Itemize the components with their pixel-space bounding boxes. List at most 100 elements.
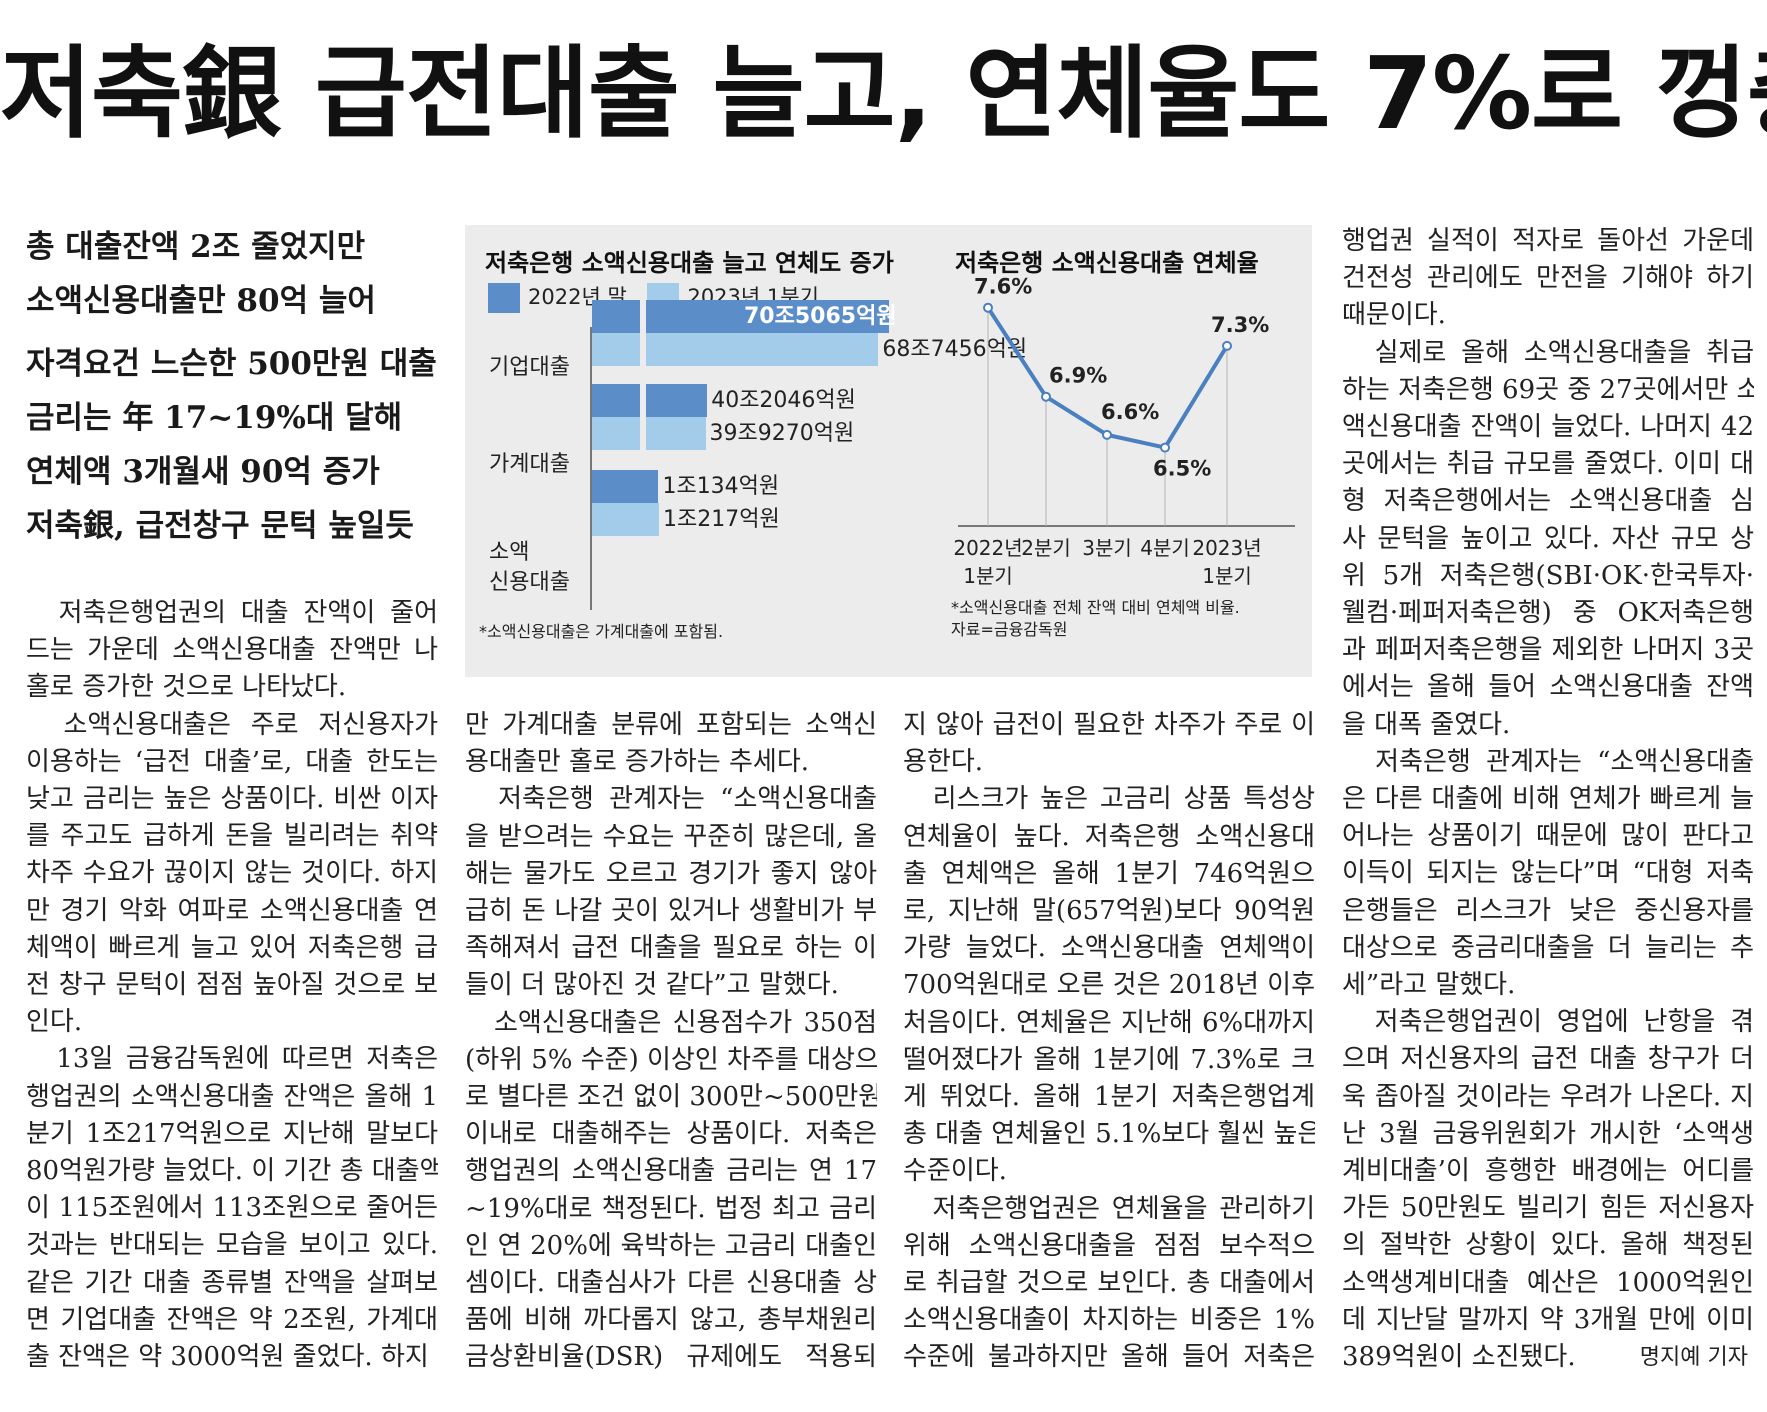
article-line: 연체율이 높다. 저축은행 소액신용대	[903, 821, 1315, 852]
bar-2-0	[592, 470, 659, 503]
category-label-household: 가계대출	[489, 452, 570, 477]
line-chart-source: 자료=금융감독원	[951, 620, 1068, 639]
article-line: 은 다른 대출에 비해 연체가 빠르게 늘	[1342, 784, 1754, 815]
article-line: 가량 늘었다. 소액신용대출 연체액이	[903, 933, 1315, 964]
scale-break	[640, 381, 646, 420]
bar-axis-line	[590, 327, 592, 610]
scale-break	[640, 297, 646, 336]
article-line: 로, 지난해 말(657억원)보다 90억원	[903, 896, 1315, 927]
article-line: 행업권의 소액신용대출 잔액은 올해 1	[26, 1081, 438, 1112]
scale-break	[640, 330, 646, 369]
article-line: 소액신용대출은 신용점수가 350점	[465, 1007, 877, 1038]
line-point-label: 7.3%	[1211, 313, 1269, 337]
bar-chart-note: *소액신용대출은 가계대출에 포함됨.	[479, 622, 724, 641]
line-point	[983, 302, 993, 313]
bar-value-label: 1조217억원	[663, 507, 780, 532]
line-point	[1222, 340, 1232, 351]
article-line: 웰컴·페퍼저축은행) 중 OK저축은행	[1342, 598, 1754, 629]
article-line: 체액이 빠르게 늘고 있어 저축은행 급	[26, 932, 438, 963]
article-line: 면 기업대출 잔액은 약 2조원, 가계대	[26, 1304, 438, 1335]
bar-value-label: 40조2046억원	[711, 388, 856, 413]
article-line: 대상으로 중금리대출을 더 늘리는 추	[1342, 932, 1754, 963]
article-line: 이 115조원에서 113조원으로 줄어든	[26, 1193, 438, 1224]
bar-1-0	[592, 384, 708, 417]
article-line: 형 저축은행에서는 소액신용대출 심	[1342, 486, 1754, 517]
article-line: 족해져서 급전 대출을 필요로 하는 이	[465, 933, 877, 964]
x-tick-label: 2분기	[1021, 536, 1071, 560]
headline: 저축銀 급전대출 늘고, 연체율도 7%로 껑충	[0, 35, 1767, 152]
article-line: 들이 더 많아진 것 같다”고 말했다.	[465, 970, 839, 1001]
article-line: 를 주고도 급하게 돈을 빌리려는 취약	[26, 821, 438, 852]
article-line: 을 받으려는 수요는 꾸준히 많은데, 올	[465, 821, 877, 852]
article-line: 을 대폭 줄였다.	[1342, 709, 1511, 740]
x-tick-label: 1분기	[1202, 564, 1252, 588]
article-line: 은행들은 리스크가 낮은 중신용자를	[1342, 895, 1754, 926]
bar-value-label: 1조134억원	[662, 474, 780, 499]
article-line: 소액신용대출은 주로 저신용자가	[26, 709, 438, 740]
article-line: 가든 50만원도 빌리기 힘든 저신용자	[1342, 1193, 1754, 1224]
article-line: 저축은행업권의 대출 잔액이 줄어	[26, 598, 438, 628]
scale-break	[640, 414, 646, 453]
article-line: 위해 소액신용대출을 점점 보수적으	[903, 1230, 1315, 1261]
article-line: 건전성 관리에도 만전을 기해야 하기	[1342, 263, 1754, 294]
article-line: 난 3월 금융위원회가 개시한 ‘소액생	[1342, 1118, 1754, 1149]
category-label-line: 소액	[489, 540, 530, 565]
article-line: 저축은행업권은 연체율을 관리하기	[903, 1193, 1315, 1224]
category-label-small-credit: 소액 신용대출	[489, 538, 570, 598]
article-line: 인 연 20%에 육박하는 고금리 대출인	[465, 1230, 877, 1261]
article-line: 로 취급할 것으로 보인다. 총 대출에서	[903, 1268, 1315, 1299]
article-line: 셈이다. 대출심사가 다른 신용대출 상	[465, 1268, 877, 1299]
article-line: 리스크가 높은 고금리 상품 특성상	[903, 784, 1315, 815]
article-line: 용한다.	[903, 747, 984, 778]
subhead-line: 연체액 3개월새 90억 증가	[26, 454, 380, 490]
line-point-label: 7.6%	[974, 275, 1032, 299]
article-line: 에서는 올해 들어 소액신용대출 잔액	[1342, 672, 1754, 703]
article-line: 욱 좁아질 것이라는 우려가 나온다. 지	[1342, 1081, 1754, 1112]
article-line: 때문이다.	[1342, 300, 1446, 331]
line-point-label: 6.5%	[1153, 457, 1211, 481]
article-line: 사 문턱을 높이고 있다. 자산 규모 상	[1342, 523, 1754, 554]
subhead-line: 저축銀, 급전창구 문턱 높일듯	[26, 508, 414, 544]
article-line: 과 페퍼저축은행을 제외한 나머지 3곳	[1342, 635, 1754, 666]
subhead-line: 소액신용대출만 80억 늘어	[26, 283, 376, 319]
x-tick-label: 2023년	[1192, 536, 1261, 560]
article-line: 낮고 금리는 높은 상품이다. 비싼 이자	[26, 784, 438, 815]
article-line: 급히 돈 나갈 곳이 있거나 생활비가 부	[465, 896, 877, 927]
article-line: 위 5개 저축은행(SBI·OK·한국투자·	[1342, 560, 1754, 591]
bar-value-label: 68조7456억원	[882, 337, 1028, 362]
bar-value-label: 39조9270억원	[709, 421, 855, 446]
line-point	[1102, 429, 1112, 440]
line-point	[1041, 391, 1051, 402]
article-line: 총 대출 연체율인 5.1%보다 훨씬 높은	[903, 1119, 1315, 1150]
article-line: 홀로 증가한 것으로 나타났다.	[26, 672, 347, 703]
article-line: 지 않아 급전이 필요한 차주가 주로 이	[903, 710, 1315, 740]
article-line: 출 연체액은 올해 1분기 746억원으	[903, 858, 1315, 889]
article-line: 계비대출’이 흥행한 배경에는 어디를	[1342, 1156, 1754, 1187]
article-line: 처음이다. 연체율은 지난해 6%대까지	[903, 1007, 1315, 1038]
article-line: 행업권 실적이 적자로 돌아선 가운데	[1342, 226, 1754, 256]
article-column-1: 저축은행업권의 대출 잔액이 줄어 드는 가운데 소액신용대출 잔액만 나 홀로 증…	[26, 595, 438, 1376]
article-line: 이내로 대출해주는 상품이다. 저축은	[465, 1119, 877, 1150]
subhead-line: 자격요건 느슨한 500만원 대출	[26, 346, 437, 382]
line-point-label: 6.6%	[1101, 400, 1159, 424]
article-line: 떨어졌다가 올해 1분기에 7.3%로 크	[903, 1044, 1315, 1075]
article-line: 같은 기간 대출 종류별 잔액을 살펴보	[26, 1267, 438, 1298]
article-line: 해는 물가도 오르고 경기가 좋지 않아	[465, 858, 877, 889]
article-line: 수준에 불과하지만 올해 들어 저축은	[903, 1342, 1315, 1373]
x-tick-label: 2022년	[953, 536, 1022, 560]
article-line: 이득이 되지는 않는다”며 “대형 저축	[1342, 858, 1754, 889]
article-line: 어나는 상품이기 때문에 많이 판다고	[1342, 821, 1754, 852]
article-line: 만 가계대출 분류에 포함되는 소액신	[465, 710, 877, 740]
category-label-corporate: 기업대출	[489, 355, 570, 380]
article-line: 수준이다.	[903, 1156, 1007, 1187]
article-line: 13일 금융감독원에 따르면 저축은	[26, 1044, 438, 1075]
line-chart: 7.6% 2022년 1분기 6.9% 2분기 6.6% 3분기 6.5% 4분기 7.3% 202…	[953, 275, 1295, 588]
bar-chart-title: 저축은행 소액신용대출 늘고 연체도 증가	[485, 249, 894, 277]
category-label-line: 신용대출	[489, 570, 570, 595]
bar-1-1	[592, 417, 706, 450]
article-line: 데 지난달 말까지 약 3개월 만에 이미	[1342, 1304, 1754, 1335]
article-line: 용대출만 홀로 증가하는 추세다.	[465, 747, 810, 778]
article-line: 것과는 반대되는 모습을 보이고 있다.	[26, 1230, 438, 1261]
